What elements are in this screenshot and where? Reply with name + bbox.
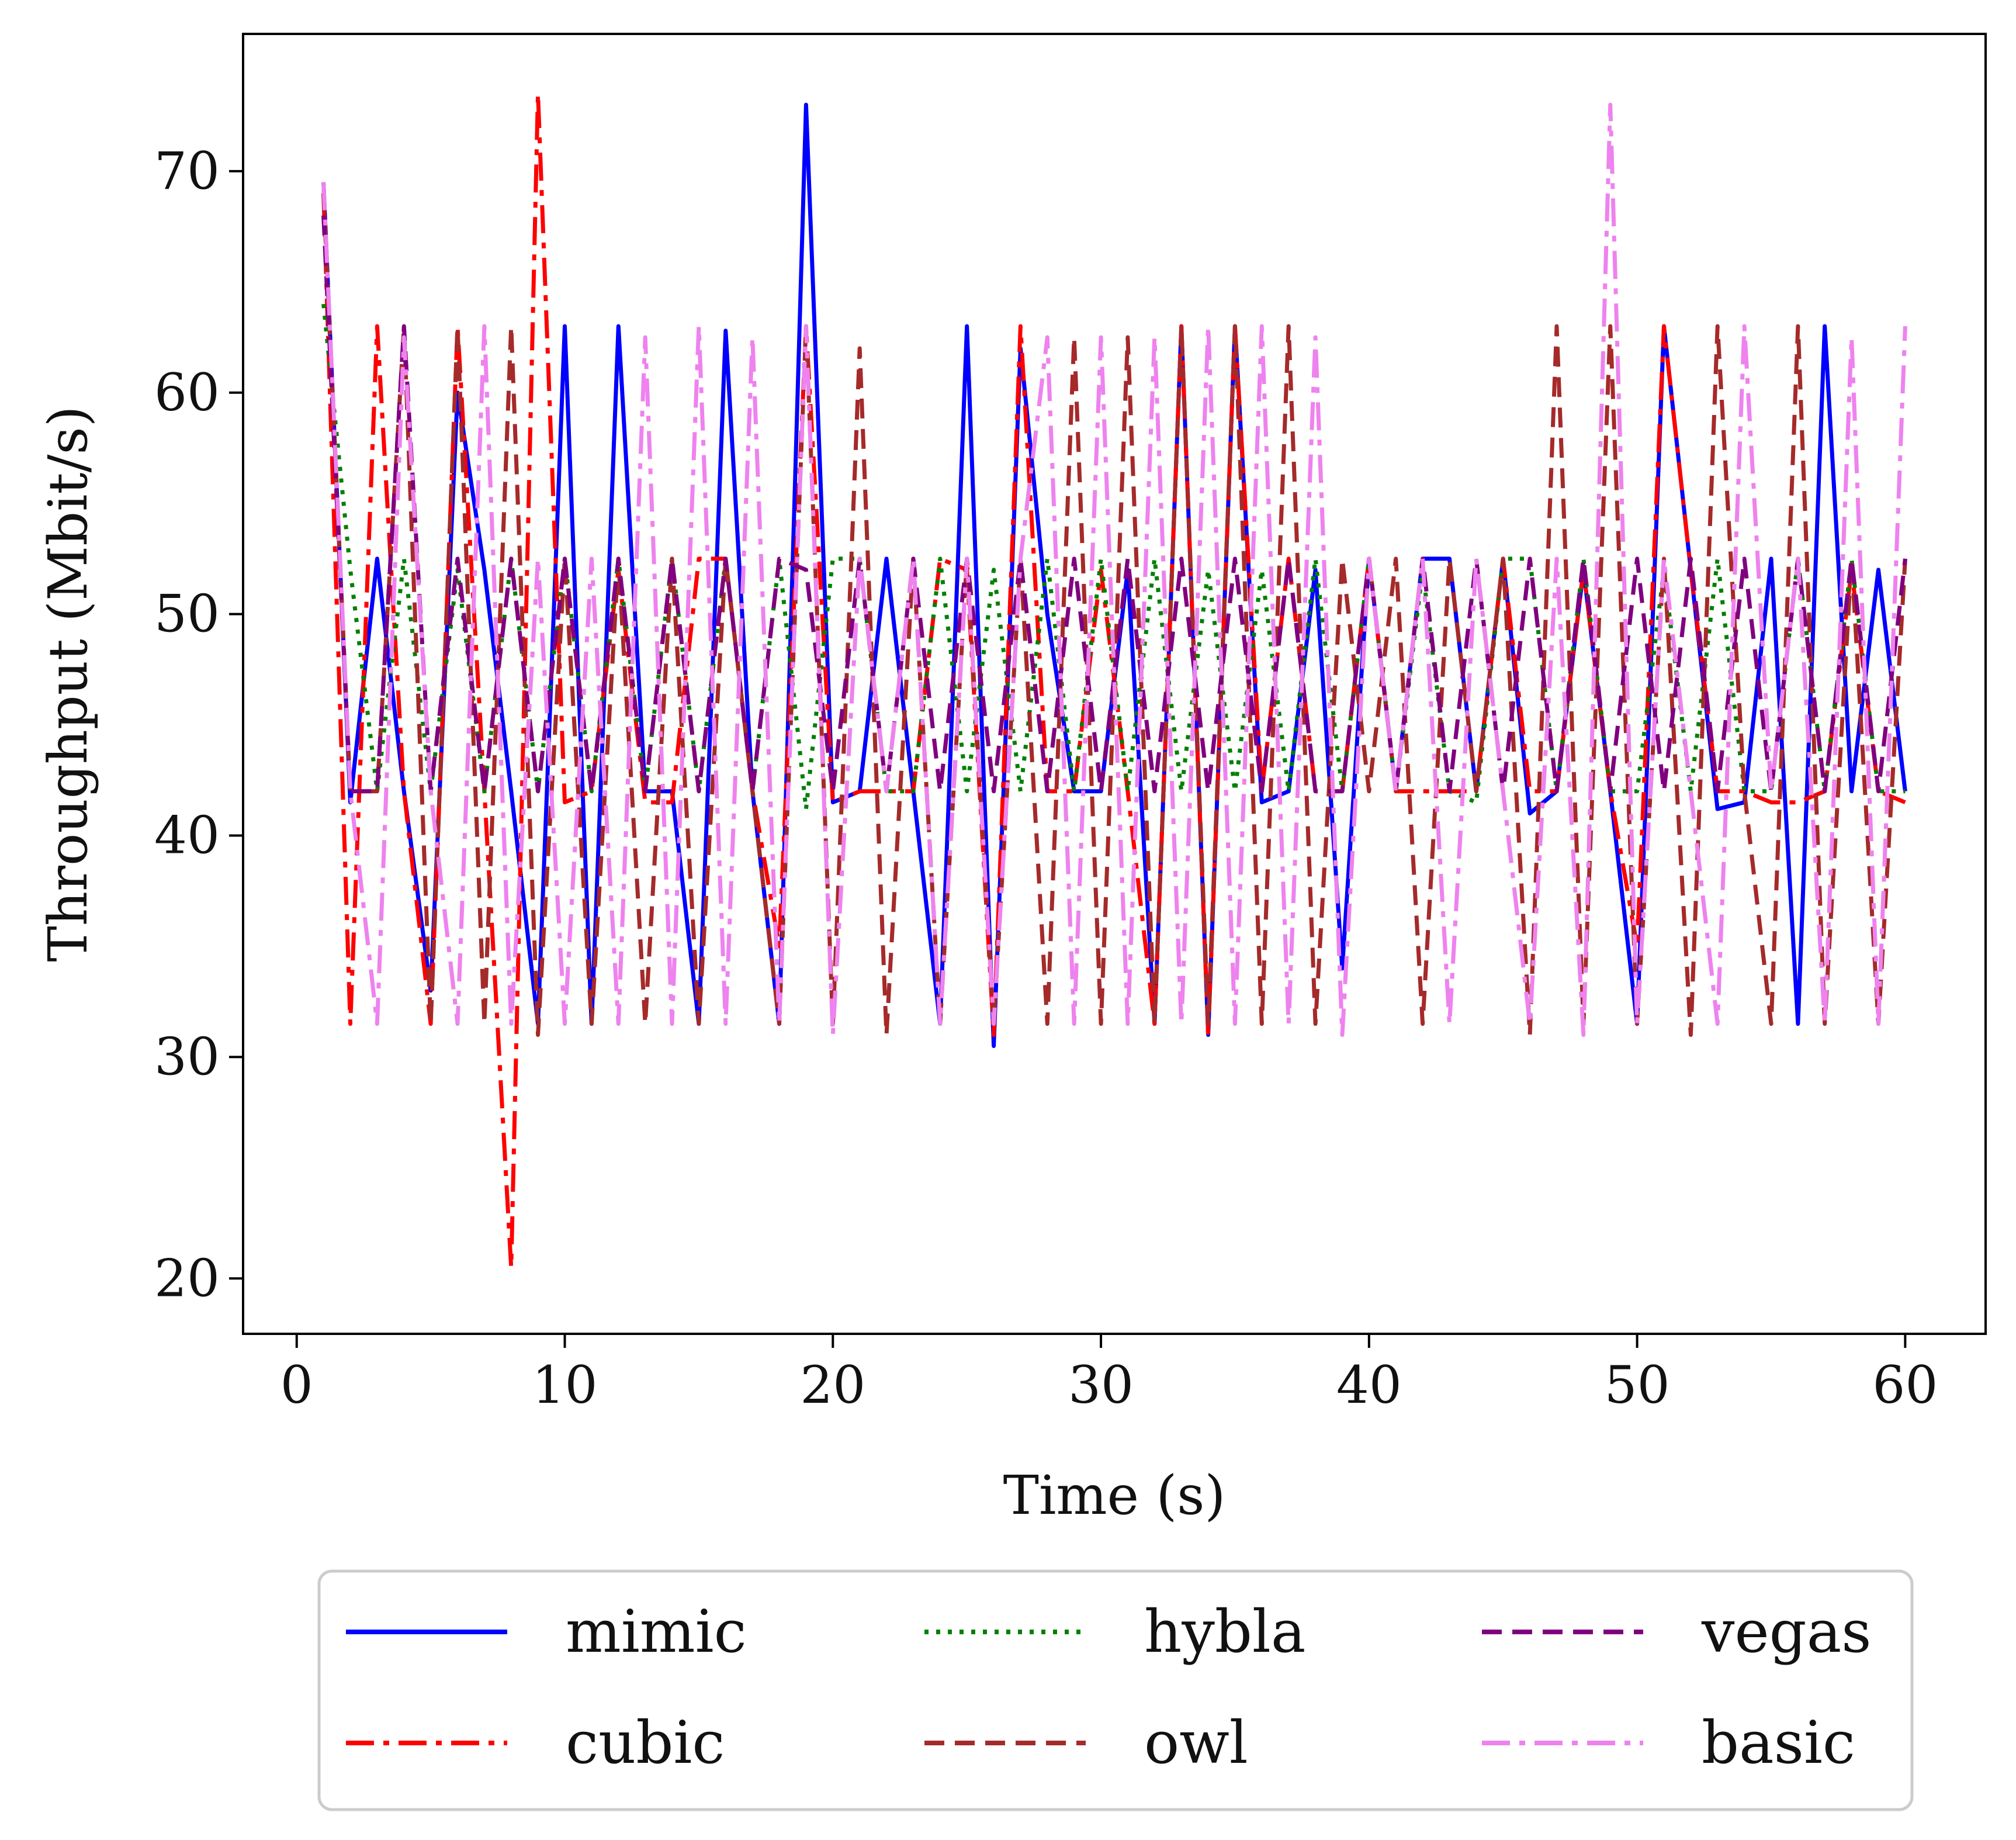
y-tick-label: 20 <box>154 1248 220 1308</box>
y-tick-label: 50 <box>154 584 220 644</box>
y-tick-label: 40 <box>154 805 220 866</box>
y-tick-label: 30 <box>154 1026 220 1087</box>
legend: mimic cubic hybla owl vegas basic <box>319 1571 1912 1810</box>
x-tick-label: 60 <box>1872 1355 1938 1415</box>
x-tick-label: 40 <box>1336 1355 1402 1415</box>
x-tick-label: 30 <box>1068 1355 1134 1415</box>
x-axis-label: Time (s) <box>1003 1464 1226 1527</box>
legend-label-cubic: cubic <box>566 1708 725 1777</box>
x-tick-label: 50 <box>1605 1355 1670 1415</box>
x-tick-label: 10 <box>532 1355 598 1415</box>
y-axis-label: Throughput (Mbit/s) <box>37 406 99 961</box>
legend-label-basic: basic <box>1702 1708 1855 1777</box>
x-tick-label: 20 <box>800 1355 865 1415</box>
legend-label-mimic: mimic <box>566 1597 747 1666</box>
y-tick-label: 70 <box>154 141 220 201</box>
legend-label-owl: owl <box>1144 1708 1248 1777</box>
legend-label-vegas: vegas <box>1701 1597 1872 1666</box>
y-tick-label: 60 <box>154 362 220 423</box>
legend-label-hybla: hybla <box>1144 1597 1306 1666</box>
x-tick-label: 0 <box>280 1355 313 1415</box>
legend-frame <box>319 1571 1912 1810</box>
